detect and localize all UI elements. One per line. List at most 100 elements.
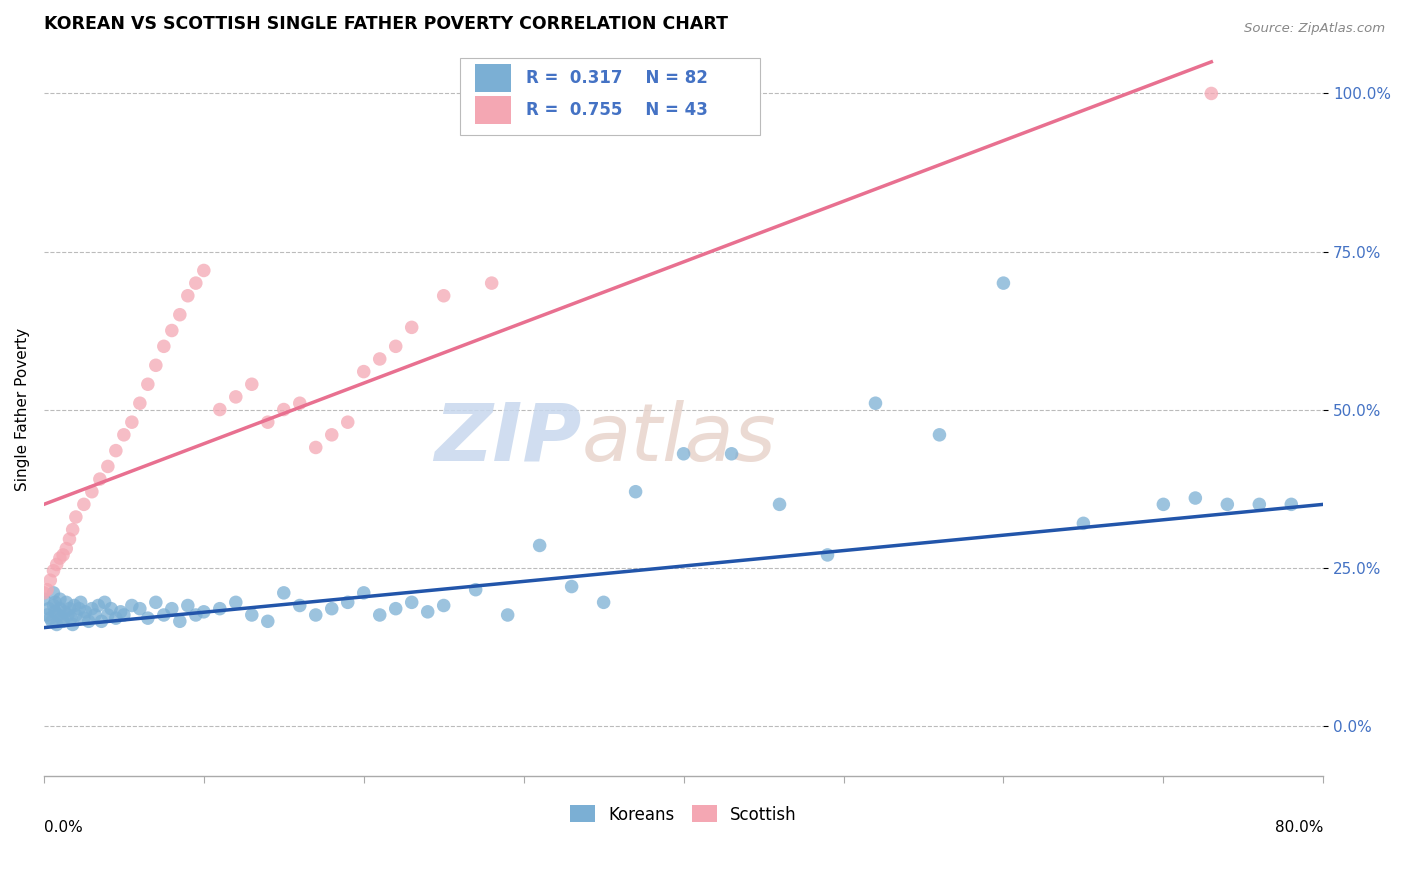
Point bbox=[592, 595, 614, 609]
Point bbox=[112, 607, 135, 622]
Point bbox=[288, 396, 311, 410]
Point bbox=[160, 601, 183, 615]
Point bbox=[58, 601, 80, 615]
Point bbox=[42, 599, 65, 613]
Point bbox=[153, 607, 176, 622]
Point bbox=[90, 615, 112, 629]
Point bbox=[49, 551, 72, 566]
Point bbox=[416, 605, 439, 619]
Point bbox=[128, 396, 150, 410]
Text: Source: ZipAtlas.com: Source: ZipAtlas.com bbox=[1244, 22, 1385, 36]
Point bbox=[39, 573, 62, 587]
Point bbox=[193, 605, 215, 619]
Point bbox=[84, 607, 107, 622]
Point bbox=[368, 607, 391, 622]
Point bbox=[240, 607, 263, 622]
Point bbox=[1184, 491, 1206, 505]
Point bbox=[768, 497, 790, 511]
Point bbox=[62, 523, 84, 537]
Point bbox=[305, 441, 328, 455]
Point bbox=[1073, 516, 1095, 531]
Point bbox=[52, 548, 75, 562]
Point bbox=[73, 611, 96, 625]
Point bbox=[384, 339, 406, 353]
Point bbox=[89, 472, 111, 486]
Text: 0.0%: 0.0% bbox=[44, 820, 83, 835]
Point bbox=[865, 396, 887, 410]
Legend: Koreans, Scottish: Koreans, Scottish bbox=[564, 798, 803, 830]
Point bbox=[153, 339, 176, 353]
Point bbox=[136, 377, 159, 392]
Point bbox=[401, 595, 423, 609]
Point bbox=[177, 289, 200, 303]
Point bbox=[1152, 497, 1174, 511]
Point bbox=[368, 351, 391, 366]
Point bbox=[69, 595, 91, 609]
Point bbox=[177, 599, 200, 613]
Point bbox=[55, 541, 77, 556]
Point bbox=[67, 601, 90, 615]
Point bbox=[51, 611, 73, 625]
Point bbox=[1249, 497, 1271, 511]
Point bbox=[720, 447, 742, 461]
Point bbox=[104, 443, 127, 458]
Point bbox=[273, 402, 295, 417]
Point bbox=[49, 601, 72, 615]
Bar bbox=[475, 64, 510, 92]
Point bbox=[225, 595, 247, 609]
Point bbox=[433, 599, 456, 613]
Point bbox=[169, 308, 191, 322]
Point bbox=[32, 592, 55, 607]
Point bbox=[44, 595, 66, 609]
Point bbox=[104, 611, 127, 625]
Point bbox=[75, 605, 97, 619]
Point bbox=[52, 615, 75, 629]
Point bbox=[44, 605, 66, 619]
Point bbox=[993, 276, 1015, 290]
Point bbox=[1279, 497, 1302, 511]
Point bbox=[97, 459, 120, 474]
Point bbox=[80, 484, 103, 499]
Point bbox=[336, 595, 359, 609]
Point bbox=[1201, 87, 1223, 101]
Point bbox=[288, 599, 311, 613]
Point bbox=[32, 586, 55, 600]
Point bbox=[384, 601, 406, 615]
Point bbox=[160, 324, 183, 338]
Point bbox=[184, 607, 207, 622]
FancyBboxPatch shape bbox=[460, 58, 761, 135]
Point bbox=[401, 320, 423, 334]
Point bbox=[193, 263, 215, 277]
Text: R =  0.755    N = 43: R = 0.755 N = 43 bbox=[526, 102, 709, 120]
Point bbox=[128, 601, 150, 615]
Point bbox=[145, 595, 167, 609]
Point bbox=[35, 607, 58, 622]
Text: R =  0.317    N = 82: R = 0.317 N = 82 bbox=[526, 69, 709, 87]
Point bbox=[112, 427, 135, 442]
Bar bbox=[475, 96, 510, 124]
Point bbox=[169, 615, 191, 629]
Point bbox=[65, 510, 87, 524]
Point bbox=[624, 484, 647, 499]
Point bbox=[42, 564, 65, 578]
Point bbox=[529, 538, 551, 552]
Point bbox=[39, 611, 62, 625]
Point bbox=[53, 605, 76, 619]
Point bbox=[136, 611, 159, 625]
Point bbox=[321, 601, 343, 615]
Point bbox=[305, 607, 328, 622]
Point bbox=[121, 599, 143, 613]
Point bbox=[63, 599, 86, 613]
Point bbox=[561, 580, 583, 594]
Point bbox=[62, 617, 84, 632]
Point bbox=[45, 558, 67, 572]
Text: KOREAN VS SCOTTISH SINGLE FATHER POVERTY CORRELATION CHART: KOREAN VS SCOTTISH SINGLE FATHER POVERTY… bbox=[44, 15, 728, 33]
Point bbox=[42, 586, 65, 600]
Point bbox=[817, 548, 839, 562]
Point bbox=[464, 582, 486, 597]
Point bbox=[184, 276, 207, 290]
Y-axis label: Single Father Poverty: Single Father Poverty bbox=[15, 328, 30, 491]
Point bbox=[145, 359, 167, 373]
Point bbox=[353, 365, 375, 379]
Point bbox=[208, 402, 231, 417]
